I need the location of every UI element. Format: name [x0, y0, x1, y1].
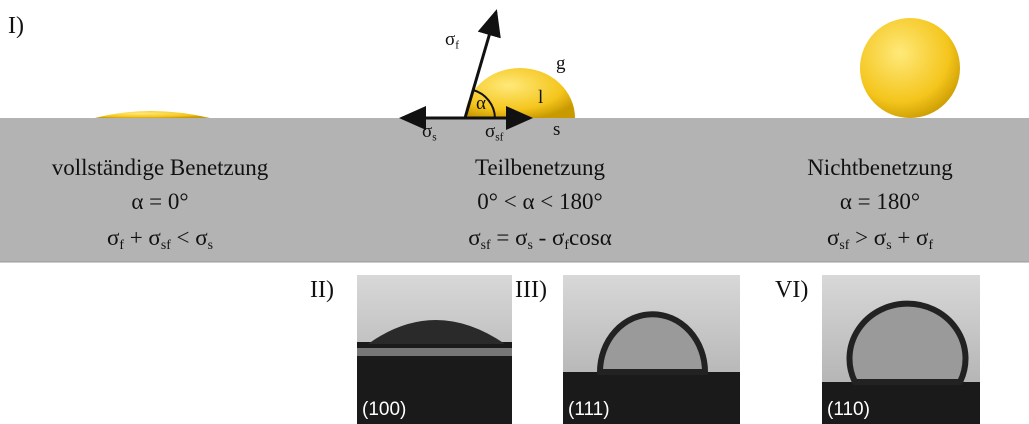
- text-run: + σ: [124, 225, 161, 250]
- crystal-face: (100): [362, 400, 406, 419]
- force-condition: σsf = σs - σfcosα: [468, 226, 612, 252]
- sigma-s-label: σs: [422, 122, 437, 144]
- column-title: Nichtbenetzung: [807, 156, 953, 179]
- photo-label: VI): [775, 278, 808, 302]
- text-run: = σ: [491, 225, 528, 250]
- photo-label: III): [515, 278, 547, 302]
- crystal-face: (111): [568, 400, 610, 419]
- angle-condition: α = 0°: [131, 190, 188, 213]
- subscript: sf: [495, 131, 503, 143]
- text-run: σ: [468, 225, 480, 250]
- subscript: sf: [839, 237, 849, 252]
- text-run: + σ: [892, 225, 929, 250]
- subscript: sf: [481, 237, 491, 252]
- flat-drop: [95, 111, 210, 118]
- photo-label: II): [310, 278, 334, 302]
- column-title: vollständige Benetzung: [52, 156, 269, 179]
- figure: I) σf g l α σs σsf s vollständige Benetz…: [0, 0, 1029, 424]
- subscript: s: [432, 131, 436, 143]
- text-run: σ: [445, 29, 455, 50]
- text-run: σ: [485, 121, 495, 142]
- subscript: f: [928, 237, 933, 252]
- gas-label: g: [556, 54, 566, 73]
- force-condition: σf + σsf < σs: [107, 226, 213, 252]
- figure-label: I): [8, 14, 24, 38]
- subscript: sf: [161, 237, 171, 252]
- text-run: σ: [827, 225, 839, 250]
- angle-condition: α = 180°: [840, 190, 920, 213]
- text-run: > σ: [849, 225, 886, 250]
- sphere-drop: [860, 18, 960, 118]
- sigma-sf-label: σsf: [485, 122, 503, 144]
- text-run: < σ: [171, 225, 208, 250]
- subscript: s: [208, 237, 213, 252]
- text-run: σ: [422, 121, 432, 142]
- column-title: Teilbenetzung: [475, 156, 605, 179]
- liquid-label: l: [538, 88, 543, 107]
- text-run: σ: [107, 225, 119, 250]
- text-run: cosα: [569, 225, 612, 250]
- text-run: - σ: [533, 225, 565, 250]
- solid-label: s: [553, 120, 560, 139]
- force-condition: σsf > σs + σf: [827, 226, 933, 252]
- subscript: f: [455, 39, 459, 51]
- angle-label: α: [476, 94, 486, 113]
- sigma-f-label: σf: [445, 30, 459, 52]
- crystal-face: (110): [827, 400, 870, 419]
- angle-condition: 0° < α < 180°: [477, 190, 602, 213]
